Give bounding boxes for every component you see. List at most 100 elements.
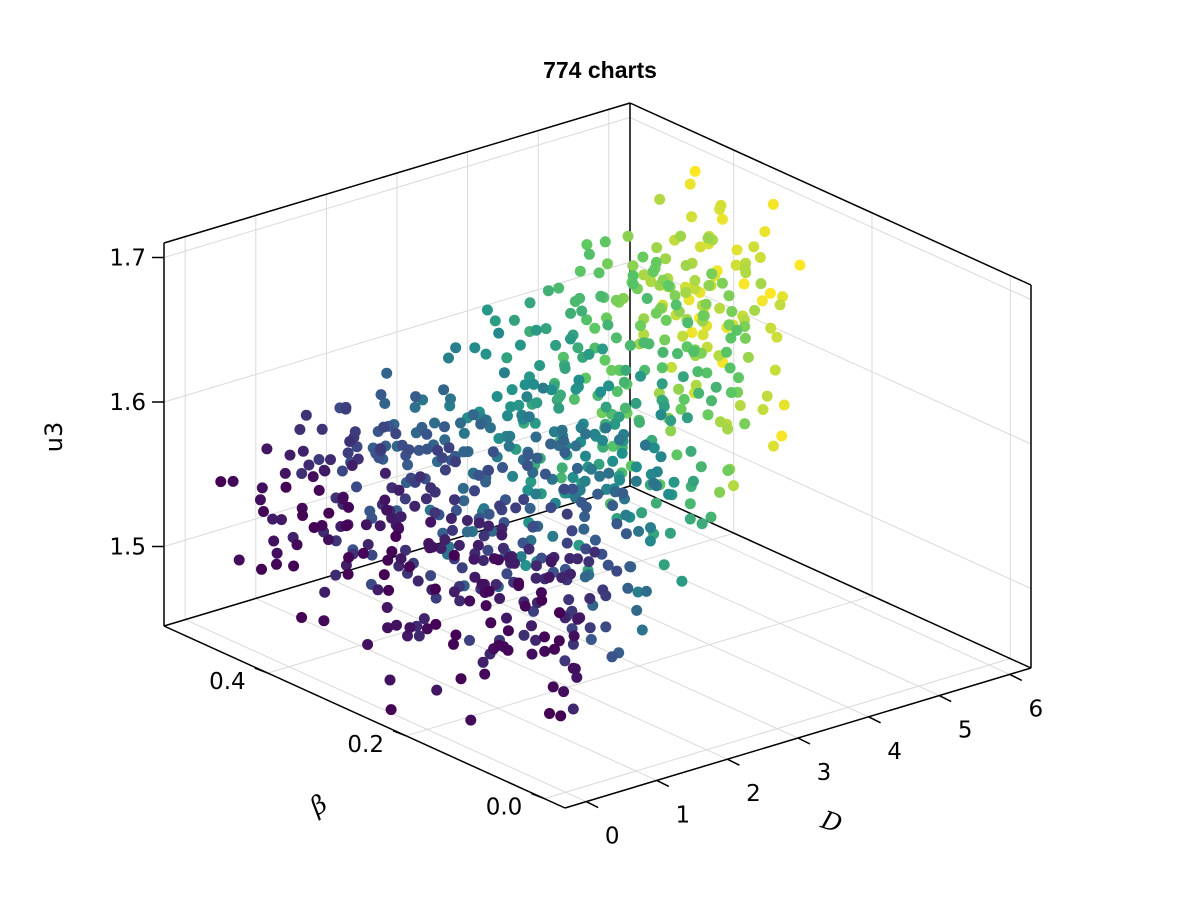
scatter-point <box>570 383 582 395</box>
scatter-point <box>583 248 595 260</box>
scatter-point <box>573 374 585 386</box>
scatter-point <box>640 585 652 597</box>
scatter-point <box>601 483 613 495</box>
scatter-point <box>728 480 739 492</box>
scatter-point <box>580 543 592 555</box>
scatter-point <box>502 625 514 637</box>
scatter-point <box>722 465 734 476</box>
scatter-point <box>378 569 390 581</box>
scatter-point <box>617 487 629 499</box>
scatter-point <box>531 452 543 464</box>
scatter-point <box>558 686 570 698</box>
scatter-point <box>738 278 750 290</box>
scatter-point <box>765 322 777 334</box>
scatter-point <box>648 477 660 489</box>
scatter-point <box>493 554 504 566</box>
scatter-point <box>658 559 670 571</box>
scatter-point <box>413 630 425 642</box>
scatter-point <box>403 444 415 456</box>
scatter-point <box>759 226 771 238</box>
z-tick-label: 1.6 <box>109 390 146 416</box>
scatter-point <box>472 539 484 551</box>
scatter-point <box>547 681 559 693</box>
scatter-point <box>482 544 494 556</box>
scatter-point <box>381 504 393 516</box>
scatter-point <box>597 584 609 596</box>
y-tick-label: 0.4 <box>209 669 246 695</box>
scatter-point <box>572 613 584 625</box>
x-tick-label: 6 <box>1028 696 1043 722</box>
scatter-point <box>527 521 539 533</box>
scatter-point <box>467 409 479 421</box>
y-tick-mark <box>254 667 268 674</box>
scatter-point <box>432 444 443 456</box>
scatter-point <box>571 671 583 683</box>
scatter-point <box>689 165 701 177</box>
scatter-point <box>671 449 683 461</box>
scatter-point <box>565 333 576 345</box>
scatter-point <box>522 449 534 461</box>
grid-line-y <box>544 658 1011 800</box>
scatter-point <box>480 600 492 612</box>
scatter-point <box>480 348 492 360</box>
tick-marks: 0 1 2 3 4 5 6 0.0 0.2 0.4 1.5 1.6 1.7 <box>109 246 1043 850</box>
scatter-point <box>600 422 612 434</box>
scatter-point <box>461 515 473 526</box>
scatter-point <box>680 260 692 271</box>
scatter-point <box>684 498 696 510</box>
scatter-point <box>645 522 656 534</box>
scatter-point <box>556 424 568 436</box>
scatter-point <box>395 553 407 565</box>
scatter-point <box>607 500 619 511</box>
scatter-point <box>696 518 708 530</box>
scatter-point <box>703 280 715 291</box>
scatter-point <box>490 579 502 590</box>
scatter-point <box>606 364 618 376</box>
scatter-point <box>650 256 662 268</box>
scatter-point <box>655 409 667 421</box>
scatter-point <box>494 500 506 512</box>
grid-line-z <box>163 261 631 403</box>
scatter-point <box>572 342 584 354</box>
scatter-point <box>473 469 485 481</box>
scatter-point <box>508 314 520 326</box>
scatter-point <box>607 455 619 467</box>
grid-line-x <box>255 597 658 781</box>
scatter-point <box>457 482 469 494</box>
scatter-point <box>579 511 591 523</box>
z-tick-label: 1.7 <box>109 246 146 272</box>
scatter-point <box>710 381 722 393</box>
scatter-point <box>705 511 717 523</box>
scatter-point <box>485 617 497 629</box>
scatter-point <box>749 304 761 316</box>
scatter-point <box>468 553 480 565</box>
scatter-point <box>567 472 579 483</box>
scatter-point <box>360 519 372 531</box>
scatter-point <box>493 327 505 339</box>
grid-line-x <box>608 491 1011 675</box>
scatter-point <box>730 259 742 271</box>
scatter-point <box>429 507 441 519</box>
scatter-point <box>656 362 668 374</box>
scatter-point <box>567 703 579 715</box>
scatter-point <box>725 387 737 398</box>
scatter-point <box>393 484 405 496</box>
scatter-point <box>429 583 441 595</box>
scatter-point <box>509 557 520 569</box>
scatter-point <box>483 508 495 520</box>
scatter-point <box>464 595 476 607</box>
scatter-point <box>449 494 460 506</box>
scatter-point <box>531 397 543 409</box>
scatter-point <box>553 282 565 294</box>
scatter-point <box>650 497 662 509</box>
scatter-point <box>637 251 649 263</box>
scatter-point <box>676 575 688 587</box>
scatter-point <box>319 465 331 477</box>
scatter-point <box>484 422 496 434</box>
scatter-point <box>722 423 734 435</box>
scatter-point <box>572 553 583 565</box>
scatter-point <box>555 710 567 722</box>
scatter-point <box>681 412 693 424</box>
scatter-point <box>583 348 595 360</box>
scatter-point <box>316 423 328 435</box>
